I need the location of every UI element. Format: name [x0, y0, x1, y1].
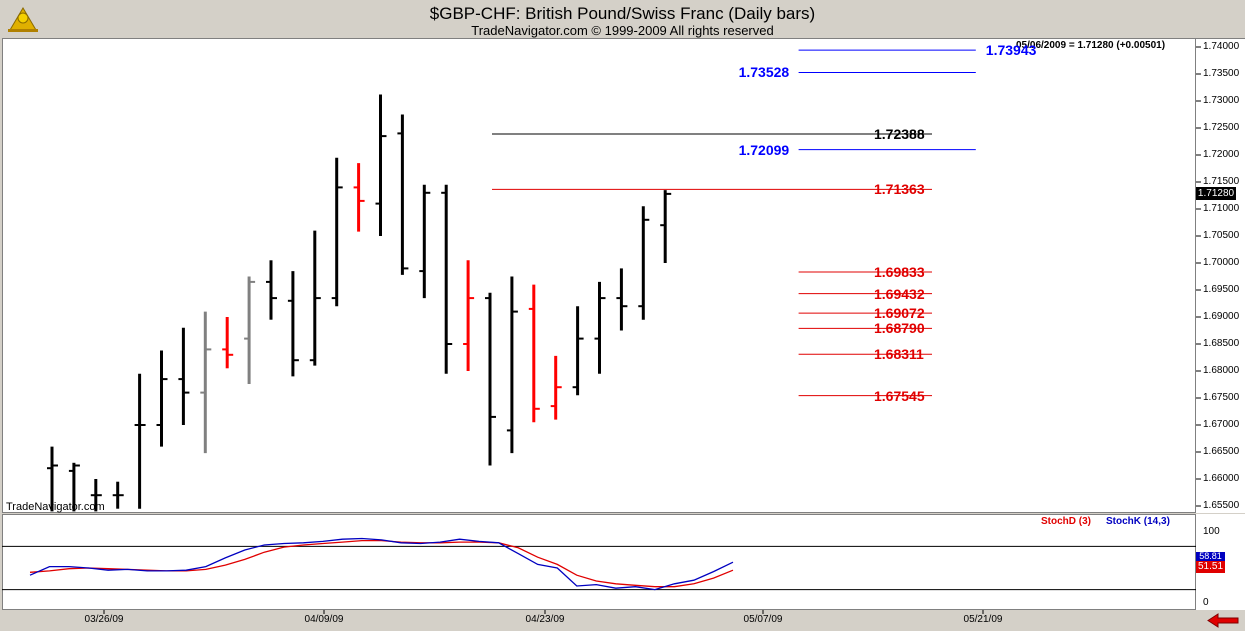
y-tick-label: 1.74000: [1203, 41, 1240, 52]
ohlc-bar: [463, 260, 475, 371]
level-label: 1.68790: [874, 320, 925, 337]
y-tick-label: 1.72000: [1203, 149, 1240, 160]
ohlc-bar: [572, 306, 584, 396]
ohlc-bar: [397, 114, 409, 275]
level-label: 1.71363: [874, 181, 925, 198]
y-tick-label: 1.67000: [1203, 419, 1240, 430]
copyright-text: TradeNavigator.com © 1999-2009 All right…: [471, 23, 774, 38]
ohlc-bar: [309, 230, 321, 366]
y-tick-label: 1.66000: [1203, 473, 1240, 484]
y-tick-label: 1.72500: [1203, 122, 1240, 133]
ohlc-bar: [178, 327, 190, 425]
y-tick-label: 1.73500: [1203, 68, 1240, 79]
y-tick-label: 1.69000: [1203, 311, 1240, 322]
x-tick-label: 04/23/09: [525, 614, 565, 625]
chart-title: $GBP-CHF: British Pound/Swiss Franc (Dai…: [429, 4, 816, 23]
y-tick-label: 1.65500: [1203, 500, 1240, 511]
x-tick-label: 03/26/09: [84, 614, 124, 625]
price-plot-area[interactable]: [2, 38, 1196, 513]
ohlc-bar: [353, 163, 365, 232]
level-label: 1.73943: [985, 42, 1037, 59]
ohlc-bar: [287, 271, 299, 377]
stochk-legend: StochK (14,3): [1106, 516, 1170, 527]
level-label: 1.69432: [874, 285, 925, 302]
x-tick-label: 05/07/09: [743, 614, 783, 625]
ohlc-bar: [244, 276, 256, 384]
level-label: 1.67545: [874, 387, 925, 404]
y-tick-label: 1.67500: [1203, 392, 1240, 403]
x-tick-label: 04/09/09: [304, 614, 344, 625]
y-tick-label: 1.73000: [1203, 95, 1240, 106]
ohlc-bar: [222, 317, 234, 369]
osc-label-100: 100: [1203, 526, 1220, 537]
ohlc-bar: [134, 373, 146, 509]
x-tick-label: 05/21/09: [963, 614, 1003, 625]
stochastic-panel[interactable]: [2, 514, 1196, 610]
level-label: 1.73528: [738, 64, 790, 81]
osc-label-0: 0: [1203, 597, 1209, 608]
ohlc-bar: [112, 481, 124, 509]
ohlc-bar: [419, 184, 431, 299]
stochk-line: [29, 537, 734, 591]
stochk-value-tag: 58.81: [1196, 552, 1225, 561]
ohlc-bar: [156, 350, 168, 447]
current-price-tag: 1.71280: [1196, 187, 1236, 200]
stochd-value-tag: 51.51: [1196, 561, 1225, 573]
y-tick-label: 1.66500: [1203, 446, 1240, 457]
ohlc-bar: [638, 206, 650, 320]
level-label: 1.72099: [738, 141, 790, 158]
y-tick-label: 1.68000: [1203, 365, 1240, 376]
watermark-text: TradeNavigator.com: [6, 501, 105, 513]
stochd-line: [29, 539, 734, 588]
ohlc-bar: [200, 311, 212, 454]
sextant-logo-icon: [8, 7, 38, 32]
y-tick-label: 1.70000: [1203, 257, 1240, 268]
status-readout: 05/06/2009 = 1.71280 (+0.00501): [1016, 40, 1166, 51]
y-tick-label: 1.68500: [1203, 338, 1240, 349]
ohlc-bar: [660, 190, 672, 263]
ohlc-bar: [594, 281, 606, 374]
level-label: 1.72388: [874, 126, 925, 143]
ohlc-bar: [68, 462, 80, 512]
y-tick-label: 1.69500: [1203, 284, 1240, 295]
y-tick-label: 1.70500: [1203, 230, 1240, 241]
level-label: 1.69072: [874, 305, 925, 322]
price-axis: [1196, 38, 1245, 513]
ohlc-bar: [485, 292, 496, 466]
y-tick-label: 1.71000: [1203, 203, 1240, 214]
stochd-legend: StochD (3): [1041, 516, 1091, 527]
ohlc-bar: [90, 479, 102, 512]
ohlc-bar: [528, 284, 540, 423]
y-tick-label: 1.71500: [1203, 176, 1240, 187]
ohlc-bar: [375, 94, 387, 236]
ohlc-bar: [506, 276, 518, 454]
ohlc-bar: [266, 260, 277, 320]
ohlc-bar: [441, 184, 453, 374]
scroll-left-arrow-icon[interactable]: [1206, 613, 1240, 628]
level-label: 1.69833: [874, 264, 925, 281]
ohlc-bar: [331, 157, 343, 307]
ohlc-bar: [47, 446, 58, 512]
level-label: 1.68311: [874, 346, 924, 363]
ohlc-bar: [550, 355, 562, 420]
date-axis: [2, 610, 1245, 631]
ohlc-bar: [616, 268, 628, 331]
